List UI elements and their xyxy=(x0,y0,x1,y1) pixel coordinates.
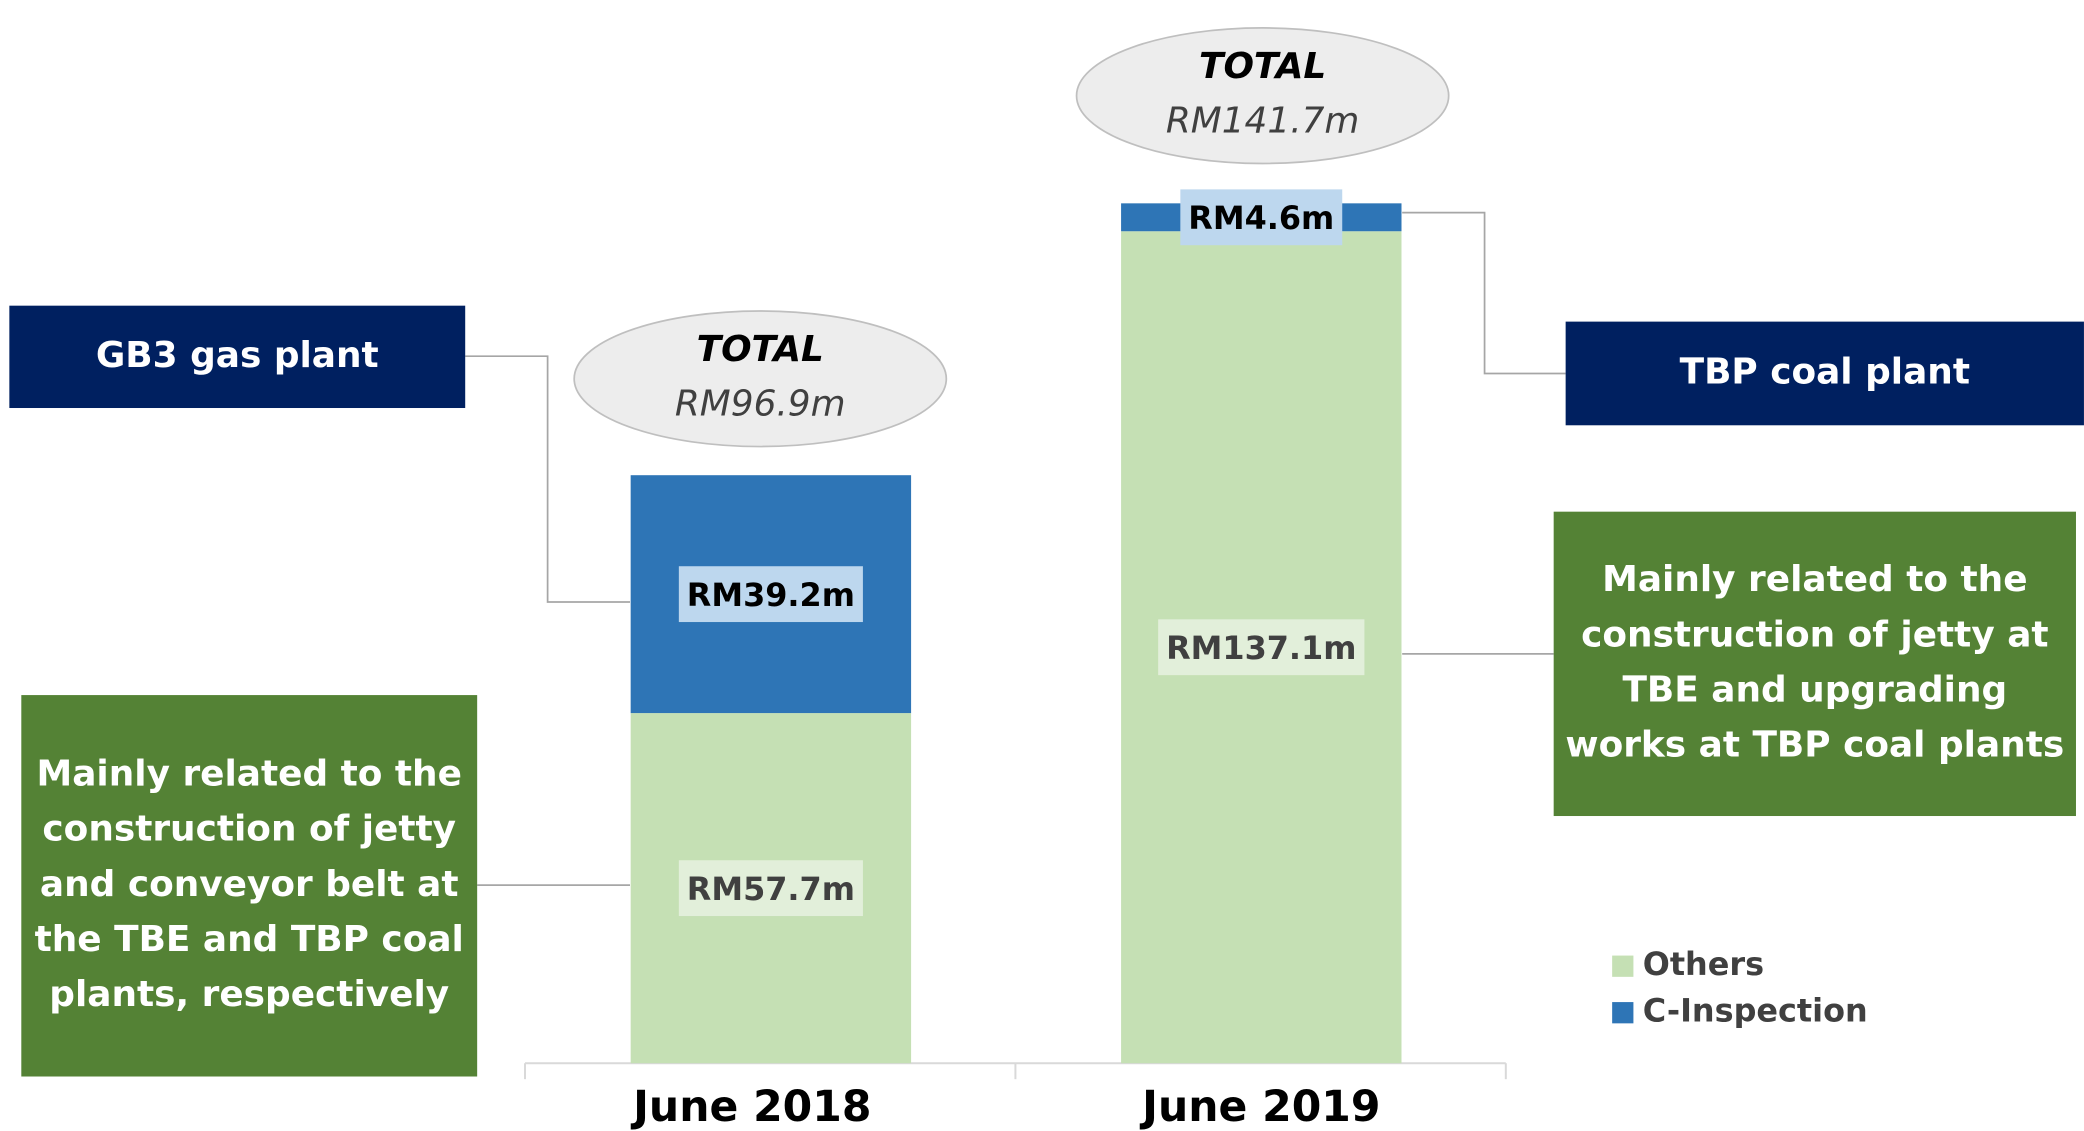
data-label-bg xyxy=(1158,619,1365,676)
annotation-box xyxy=(9,305,466,409)
legend-swatch xyxy=(1612,955,1634,977)
annotation-text: TBE and upgrading xyxy=(1622,669,2007,710)
x-tick-label: June 2018 xyxy=(630,1083,871,1131)
data-label-bg xyxy=(1180,189,1343,246)
x-axis xyxy=(524,1062,1507,1080)
total-label: RM96.9m xyxy=(675,383,846,424)
total-title: TOTAL xyxy=(1199,46,1326,87)
data-label: RM57.7m xyxy=(687,870,855,908)
connector xyxy=(1402,211,1566,375)
annotation-text: construction of jetty at xyxy=(1581,614,2048,655)
legend-label: Others xyxy=(1643,945,1764,983)
data-label-bg xyxy=(678,860,863,917)
connector xyxy=(465,355,631,603)
annotation-text: plants, respectively xyxy=(49,974,449,1015)
legend-swatch xyxy=(1612,1002,1634,1024)
connectors xyxy=(465,211,1566,886)
total-bubble xyxy=(1075,27,1450,165)
annotation-text: the TBE and TBP coal xyxy=(35,919,464,960)
annotation-text: GB3 gas plant xyxy=(96,335,379,376)
total-label: RM141.7m xyxy=(1166,100,1360,141)
annotation-text: construction of jetty xyxy=(42,809,456,850)
annotation-box xyxy=(21,695,478,1077)
data-label: RM137.1m xyxy=(1166,629,1356,667)
annotation-box xyxy=(1565,321,2084,426)
annotation-text: Mainly related to the xyxy=(37,753,462,794)
x-tick-label: June 2019 xyxy=(1139,1083,1380,1131)
annotation-text: Mainly related to the xyxy=(1602,559,2027,600)
total-bubble xyxy=(573,310,948,448)
annotation-text: and conveyor belt at xyxy=(40,864,459,905)
annotation-box xyxy=(1553,511,2076,817)
data-label: RM4.6m xyxy=(1188,199,1334,237)
data-label-bg xyxy=(678,566,863,623)
data-label: RM39.2m xyxy=(687,576,855,614)
total-title: TOTAL xyxy=(697,329,824,370)
annotation-text: works at TBP coal plants xyxy=(1565,725,2064,766)
legend-label: C-Inspection xyxy=(1643,992,1868,1030)
annotation-text: TBP coal plant xyxy=(1680,351,1970,392)
